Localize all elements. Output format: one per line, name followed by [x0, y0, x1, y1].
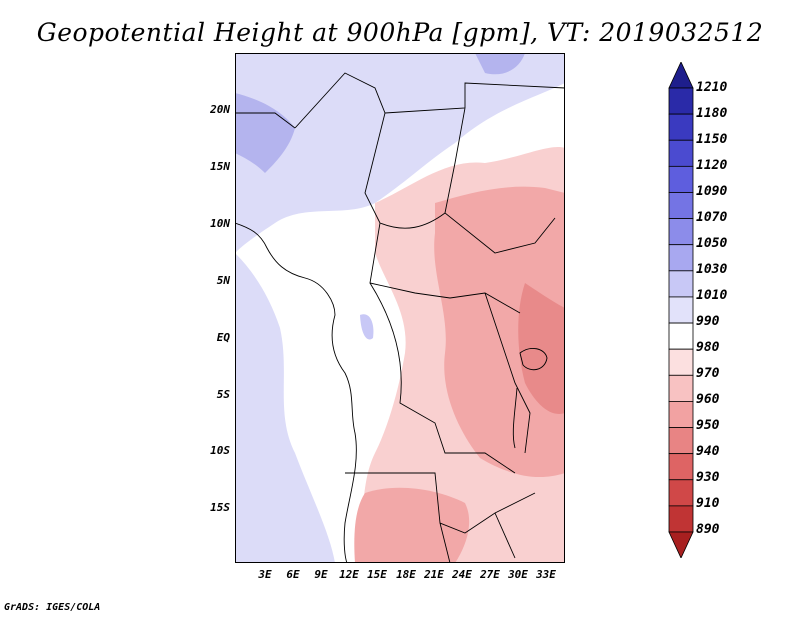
lon-label-33e: 33E [536, 568, 556, 581]
lon-label-27e: 27E [480, 568, 500, 581]
colorbar-label: 990 [696, 314, 720, 329]
border-central [369, 212, 521, 314]
lon-label-12e: 12E [339, 568, 359, 581]
lon-label-24e: 24E [452, 568, 472, 581]
colorbar-label: 1150 [696, 132, 728, 147]
colorbar-swatch [668, 401, 694, 428]
colorbar-label: 1030 [696, 262, 728, 277]
country-boundaries [235, 72, 565, 563]
colorbar-label: 930 [696, 470, 720, 485]
shading-east-red-dark [518, 283, 565, 414]
border-south [345, 472, 536, 563]
colorbar-label: 910 [696, 496, 720, 511]
colorbar-swatch [668, 113, 694, 141]
colorbar-swatch [668, 139, 694, 167]
shading-congo-blue [360, 314, 374, 340]
colorbar [668, 62, 694, 558]
lat-label-15s: 15S [210, 501, 230, 514]
colorbar-label: 960 [696, 392, 720, 407]
colorbar-swatch [668, 87, 694, 115]
colorbar-swatch [668, 531, 694, 558]
colorbar-swatch [668, 348, 694, 376]
lat-label-20n: 20N [210, 103, 230, 116]
lake-victoria [519, 347, 548, 371]
shading-north-purple-east [475, 53, 525, 75]
lon-label-9e: 9E [314, 568, 328, 581]
chart-title: Geopotential Height at 900hPa [gpm], VT:… [36, 18, 764, 47]
border-drc [369, 282, 531, 474]
colorbar-label: 1010 [696, 288, 728, 303]
colorbar-swatches [668, 62, 694, 558]
lat-label-10n: 10N [210, 217, 230, 230]
map-frame [235, 53, 565, 563]
colorbar-swatch [668, 270, 694, 298]
lat-label-10s: 10S [210, 444, 230, 457]
colorbar-swatch [668, 244, 694, 272]
shading-west-ocean-blue [235, 253, 335, 563]
colorbar-swatch [668, 479, 694, 507]
colorbar-label: 1050 [696, 236, 728, 251]
lon-label-15e: 15E [367, 568, 387, 581]
colorbar-label: 1210 [696, 80, 728, 95]
colorbar-label: 970 [696, 366, 720, 381]
map-panel [235, 53, 565, 563]
lon-label-3e: 3E [258, 568, 272, 581]
lon-label-18e: 18E [396, 568, 416, 581]
shading-east-red-mid [434, 186, 565, 478]
colorbar-swatch [668, 62, 694, 89]
grads-credit: GrADS: IGES/COLA [4, 602, 101, 613]
colorbar-label: 1180 [696, 106, 728, 121]
lon-label-6e: 6E [286, 568, 300, 581]
colorbar-swatch [668, 427, 694, 455]
colorbar-swatch [668, 374, 694, 402]
lat-label-5n: 5N [216, 274, 230, 287]
colorbar-swatch [668, 296, 694, 324]
colorbar-swatch [668, 322, 694, 350]
map-plot [235, 53, 565, 563]
colorbar-label: 980 [696, 340, 720, 355]
lon-label-30e: 30E [508, 568, 528, 581]
colorbar-label: 1120 [696, 158, 728, 173]
colorbar-label: 890 [696, 522, 720, 537]
lon-label-21e: 21E [424, 568, 444, 581]
colorbar-label: 940 [696, 444, 720, 459]
lake-tanganyika [512, 387, 518, 449]
colorbar-swatch [668, 192, 694, 219]
coastline-west [235, 222, 357, 563]
colorbar-label: 1070 [696, 210, 728, 225]
colorbar-swatch [668, 218, 694, 246]
colorbar-swatch [668, 453, 694, 481]
lat-label-15n: 15N [210, 160, 230, 173]
lat-label-eq: EQ [216, 331, 230, 344]
colorbar-label: 1090 [696, 184, 728, 199]
shading-south-red [354, 487, 470, 563]
border-sudan [384, 82, 565, 254]
colorbar-swatch [668, 165, 694, 193]
colorbar-swatch [668, 505, 694, 533]
colorbar-label: 950 [696, 418, 720, 433]
lat-label-5s: 5S [216, 388, 230, 401]
